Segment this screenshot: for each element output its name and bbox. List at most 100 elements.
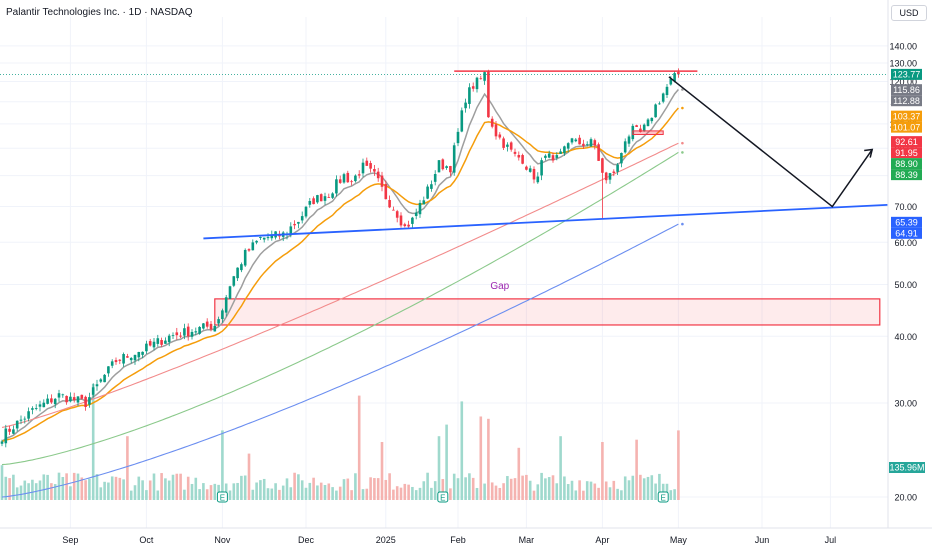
volume-bars xyxy=(0,384,680,500)
price-label: 64.91 xyxy=(895,229,918,239)
volume-bar xyxy=(274,483,277,500)
volume-bar xyxy=(285,478,289,500)
volume-bar xyxy=(475,487,479,500)
candle xyxy=(103,374,106,383)
candle xyxy=(593,140,597,146)
y-tick-label: 30.00 xyxy=(894,398,917,408)
candle xyxy=(612,171,616,173)
volume-bar xyxy=(365,488,369,500)
volume-bar xyxy=(597,487,600,500)
price-label: 123.77 xyxy=(893,70,921,80)
candle xyxy=(585,144,589,146)
volume-bar xyxy=(190,483,194,500)
candle xyxy=(38,404,42,407)
candle xyxy=(502,138,505,148)
candle xyxy=(179,335,182,337)
volume-bar xyxy=(114,476,118,500)
currency-button[interactable]: USD xyxy=(891,5,927,21)
volume-bar xyxy=(650,475,654,500)
volume-bar xyxy=(323,484,327,500)
volume-bar xyxy=(483,483,486,500)
volume-bar xyxy=(669,490,673,500)
price-label: 115.86 xyxy=(893,85,920,95)
candle xyxy=(452,145,456,173)
candle xyxy=(72,397,76,401)
candle xyxy=(137,351,141,358)
x-tick-label: Mar xyxy=(519,535,535,545)
volume-bar xyxy=(490,482,494,500)
candle xyxy=(597,144,600,161)
candle xyxy=(449,166,452,173)
candle xyxy=(15,420,19,429)
x-tick-label: May xyxy=(670,535,688,545)
volume-bar xyxy=(171,474,175,500)
ma-line-20 xyxy=(1,107,679,443)
projection-path xyxy=(668,76,873,208)
candle xyxy=(642,124,646,132)
price-label: 112.88 xyxy=(893,96,920,106)
price-label: 65.39 xyxy=(895,218,918,228)
candle xyxy=(84,396,87,407)
volume-bar xyxy=(555,483,559,500)
candle xyxy=(50,398,53,403)
volume-bar xyxy=(407,484,410,500)
volume-bar xyxy=(91,384,95,500)
candle xyxy=(262,237,266,240)
x-tick-label: Jun xyxy=(755,535,770,545)
volume-bar xyxy=(289,487,293,500)
volume-bar xyxy=(392,489,395,500)
candle xyxy=(183,328,186,336)
volume-bar xyxy=(502,483,505,500)
x-tick-label: Sep xyxy=(62,535,78,545)
candle xyxy=(665,86,669,95)
candle xyxy=(221,310,224,320)
volume-bar xyxy=(259,480,262,500)
candle xyxy=(513,151,517,154)
volume-bar xyxy=(308,482,312,500)
price-label-bg xyxy=(891,216,922,228)
y-tick-label: 50.00 xyxy=(894,280,917,290)
volume-bar xyxy=(418,487,422,500)
candle xyxy=(107,366,110,374)
price-label-bg xyxy=(891,110,922,122)
y-tick-label: 60.00 xyxy=(894,238,917,248)
volume-bar xyxy=(205,489,209,500)
candle xyxy=(506,144,509,147)
volume-bar xyxy=(445,424,448,500)
candle xyxy=(88,397,91,405)
candle xyxy=(99,379,103,382)
candle xyxy=(635,125,638,127)
candle xyxy=(525,166,528,170)
volume-bar xyxy=(430,487,433,500)
candle xyxy=(236,267,239,279)
candle xyxy=(46,398,49,404)
volume-bar xyxy=(350,490,353,500)
candle xyxy=(574,139,578,142)
volume-bar xyxy=(570,480,574,500)
candle xyxy=(19,419,23,421)
candle xyxy=(540,160,543,176)
volume-bar xyxy=(646,476,650,500)
volume-bar xyxy=(357,395,361,500)
candle xyxy=(673,73,676,82)
volume-bar xyxy=(160,473,163,500)
volume-bar xyxy=(164,478,167,500)
chart-title: Palantir Technologies Inc. · 1D · NASDAQ xyxy=(6,7,193,18)
candle xyxy=(323,196,327,201)
candle xyxy=(369,163,372,169)
volume-bar xyxy=(99,487,103,500)
volume-bar xyxy=(376,478,380,500)
candle xyxy=(654,104,657,118)
volume-bar xyxy=(129,490,133,500)
volume-bar xyxy=(221,430,224,500)
volume-bar xyxy=(639,474,642,500)
candle xyxy=(122,354,125,364)
volume-bar xyxy=(202,483,205,500)
volume-bar xyxy=(437,436,441,500)
volume-bar xyxy=(566,484,570,500)
time-axis-bg xyxy=(0,528,932,550)
volume-bar xyxy=(616,488,619,500)
candle xyxy=(418,202,422,215)
candle xyxy=(430,184,433,189)
